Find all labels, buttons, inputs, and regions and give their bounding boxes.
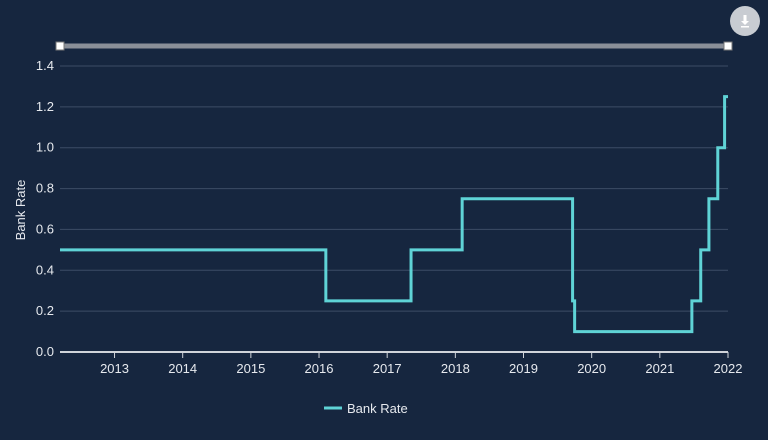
x-axis: 2013 2014 2015 2016 2017 2018 2019 2020 2021 2022 <box>100 352 742 376</box>
range-navigator[interactable] <box>55 41 733 51</box>
x-tick-label: 2015 <box>236 361 265 376</box>
navigator-handle-right[interactable] <box>723 41 733 51</box>
y-tick-label: 0.2 <box>36 303 54 318</box>
y-tick-label: 0.0 <box>36 344 54 359</box>
x-tick-label: 2021 <box>645 361 674 376</box>
x-tick-label: 2016 <box>305 361 334 376</box>
y-tick-label: 1.2 <box>36 99 54 114</box>
y-tick-label: 0.6 <box>36 221 54 236</box>
y-tick-label: 0.4 <box>36 262 54 277</box>
legend[interactable]: Bank Rate <box>324 401 408 416</box>
download-icon <box>741 15 749 28</box>
download-button[interactable] <box>730 6 760 36</box>
y-axis-title: Bank Rate <box>13 180 28 241</box>
grid-lines <box>60 65 728 353</box>
y-tick-label: 1.0 <box>36 140 54 155</box>
y-tick-label: 1.4 <box>36 58 54 73</box>
x-tick-label: 2019 <box>509 361 538 376</box>
legend-label[interactable]: Bank Rate <box>347 401 408 416</box>
x-tick-label: 2022 <box>714 361 743 376</box>
navigator-handle-left[interactable] <box>55 41 65 51</box>
y-tick-label: 0.8 <box>36 181 54 196</box>
x-tick-label: 2020 <box>577 361 606 376</box>
x-tick-label: 2018 <box>441 361 470 376</box>
x-tick-label: 2017 <box>373 361 402 376</box>
y-axis: 0.0 0.2 0.4 0.6 0.8 1.0 1.2 1.4 <box>36 58 54 359</box>
x-tick-label: 2014 <box>168 361 197 376</box>
x-tick-label: 2013 <box>100 361 129 376</box>
series-line[interactable] <box>60 95 728 334</box>
series-group <box>60 95 728 334</box>
